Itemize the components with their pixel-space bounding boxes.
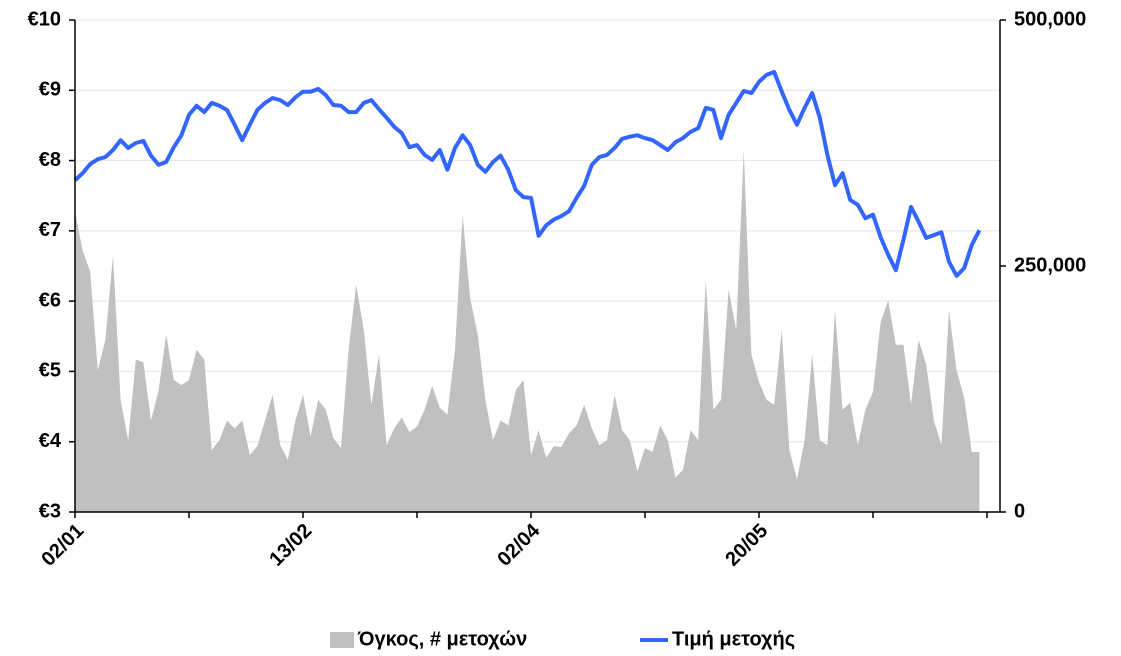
legend-label: Όγκος, # μετοχών	[357, 628, 527, 650]
legend-swatch	[330, 632, 354, 648]
y2-tick-label: 500,000	[1014, 8, 1086, 30]
y-tick-label: €10	[28, 8, 61, 30]
y-tick-label: €4	[39, 430, 62, 452]
y-tick-label: €3	[39, 500, 61, 522]
y-tick-label: €9	[39, 79, 61, 101]
x-tick-label: 02/01	[37, 520, 88, 571]
y-tick-label: €8	[39, 149, 61, 171]
x-tick-label: 02/04	[493, 519, 545, 571]
price-line	[73, 70, 982, 278]
legend-label: Τιμή μετοχής	[672, 628, 795, 650]
y-tick-label: €7	[39, 219, 61, 241]
y-tick-label: €6	[39, 289, 61, 311]
volume-area	[75, 149, 980, 512]
x-tick-label: 13/02	[265, 520, 316, 571]
y2-tick-label: 0	[1014, 500, 1025, 522]
y2-tick-label: 250,000	[1014, 254, 1086, 276]
y-tick-label: €5	[39, 360, 61, 382]
x-tick-label: 20/05	[721, 520, 772, 571]
